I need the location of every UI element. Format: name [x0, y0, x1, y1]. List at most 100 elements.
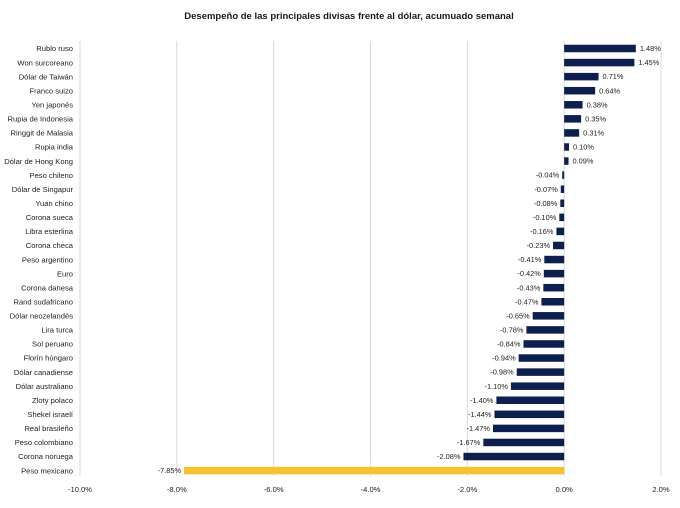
data-label-2: 0.71%	[603, 72, 624, 81]
category-label-14: Corona checa	[26, 241, 74, 250]
bar-26	[494, 410, 565, 419]
category-label-11: Yuan chino	[35, 199, 73, 208]
bar-17	[543, 283, 565, 292]
bar-3	[564, 86, 596, 95]
bar-9	[562, 171, 565, 179]
category-label-21: Sol peruano	[32, 340, 73, 349]
data-label-16: -0.42%	[517, 269, 541, 278]
bar-19	[532, 312, 565, 320]
category-label-10: Dólar de Singapur	[12, 185, 74, 194]
data-label-21: -0.84%	[497, 340, 521, 349]
bar-15	[544, 255, 565, 264]
bar-11	[560, 199, 565, 208]
bar-20	[526, 326, 565, 334]
data-label-28: -1.67%	[457, 438, 481, 447]
data-label-9: -0.04%	[536, 171, 560, 180]
data-label-27: -1.47%	[467, 424, 491, 433]
data-label-30: -7.85%	[158, 466, 182, 475]
bar-7	[564, 143, 570, 151]
data-label-14: -0.23%	[527, 241, 551, 250]
data-label-8: 0.09%	[573, 157, 594, 166]
category-label-30: Peso mexicano	[21, 466, 73, 475]
category-label-4: Yen japonés	[31, 100, 73, 109]
category-label-27: Real brasileño	[24, 424, 73, 433]
category-label-28: Peso colombiano	[15, 438, 73, 447]
bar-8	[564, 157, 569, 165]
category-label-15: Peso argentino	[22, 255, 73, 264]
data-label-12: -0.10%	[533, 213, 557, 222]
bars-layer	[184, 44, 636, 475]
bar-29	[463, 452, 565, 461]
category-label-7: Rupia india	[35, 143, 74, 152]
bar-5	[564, 115, 582, 123]
data-label-13: -0.16%	[530, 227, 554, 236]
ticks-layer: -10.0% -8.0% -6.0% -4.0% -2.0% 0.0% 2.0%	[68, 485, 670, 494]
bar-4	[564, 101, 583, 109]
category-label-22: Florín húngaro	[24, 354, 73, 363]
data-label-0: 1.48%	[640, 44, 661, 53]
data-label-23: -0.98%	[490, 368, 514, 377]
category-label-20: Lira turca	[41, 326, 73, 335]
data-label-22: -0.94%	[492, 354, 516, 363]
bar-28	[483, 438, 565, 447]
category-label-26: Shekel israelí	[27, 410, 73, 419]
bar-27	[492, 424, 565, 433]
bar-21	[523, 340, 565, 348]
bar-25	[496, 396, 565, 404]
x-tick-label-4: -2.0%	[457, 485, 477, 494]
x-tick-label-5: 0.0%	[556, 485, 574, 494]
category-label-8: Dólar de Hong Kong	[4, 157, 73, 166]
category-label-17: Corona danesa	[21, 283, 74, 292]
bar-2	[564, 72, 599, 81]
data-label-6: 0.31%	[583, 129, 604, 138]
bar-24	[510, 382, 565, 390]
category-label-6: Ringgit de Malasia	[11, 129, 74, 138]
chart-title: Desempeño de las principales divisas fre…	[184, 11, 513, 22]
data-label-15: -0.41%	[518, 255, 542, 264]
data-label-26: -1.44%	[468, 410, 492, 419]
data-label-7: 0.10%	[573, 143, 594, 152]
category-label-25: Zloty polaco	[32, 396, 73, 405]
data-label-3: 0.64%	[599, 86, 620, 95]
bar-0	[564, 44, 636, 53]
data-label-11: -0.08%	[534, 199, 558, 208]
x-tick-label-6: 2.0%	[652, 485, 670, 494]
category-label-9: Peso chileno	[30, 171, 73, 180]
bar-18	[541, 298, 565, 306]
data-label-18: -0.47%	[515, 297, 539, 306]
bar-10	[560, 185, 565, 193]
data-label-17: -0.43%	[517, 283, 541, 292]
data-label-25: -1.40%	[470, 396, 494, 405]
category-label-12: Corona sueca	[26, 213, 74, 222]
category-label-2: Dólar de Taiwán	[19, 72, 73, 81]
category-label-13: Libra esterlina	[25, 227, 73, 236]
data-label-20: -0.78%	[500, 326, 524, 335]
x-tick-label-3: -4.0%	[361, 485, 381, 494]
x-tick-label-1: -8.0%	[167, 485, 187, 494]
category-label-24: Dólar australiano	[16, 382, 73, 391]
category-label-0: Rublo ruso	[36, 44, 73, 53]
bar-13	[556, 227, 565, 236]
data-label-1: 1.45%	[638, 58, 659, 67]
bar-22	[518, 354, 565, 362]
data-label-4: 0.38%	[587, 100, 608, 109]
bar-1	[564, 58, 635, 67]
category-label-29: Corona noruega	[18, 452, 74, 461]
bar-14	[553, 241, 565, 250]
category-label-18: Rand sudafricano	[13, 297, 73, 306]
data-label-19: -0.65%	[506, 311, 530, 320]
category-label-16: Euro	[57, 269, 73, 278]
bar-23	[516, 368, 565, 376]
bar-12	[559, 213, 565, 222]
x-tick-label-0: -10.0%	[68, 485, 92, 494]
bar-6	[564, 129, 580, 137]
data-label-5: 0.35%	[585, 114, 606, 123]
data-label-29: -2.08%	[437, 452, 461, 461]
category-label-5: Rupia de Indonesia	[8, 115, 74, 124]
labels-layer: Rublo ruso 1.48% Won surcoreano 1.45% Dólar …	[4, 44, 661, 475]
category-label-23: Dólar canadiense	[14, 368, 73, 377]
category-label-3: Franco suizo	[30, 86, 73, 95]
x-tick-label-2: -6.0%	[264, 485, 284, 494]
category-label-19: Dólar neozelandés	[10, 312, 74, 321]
